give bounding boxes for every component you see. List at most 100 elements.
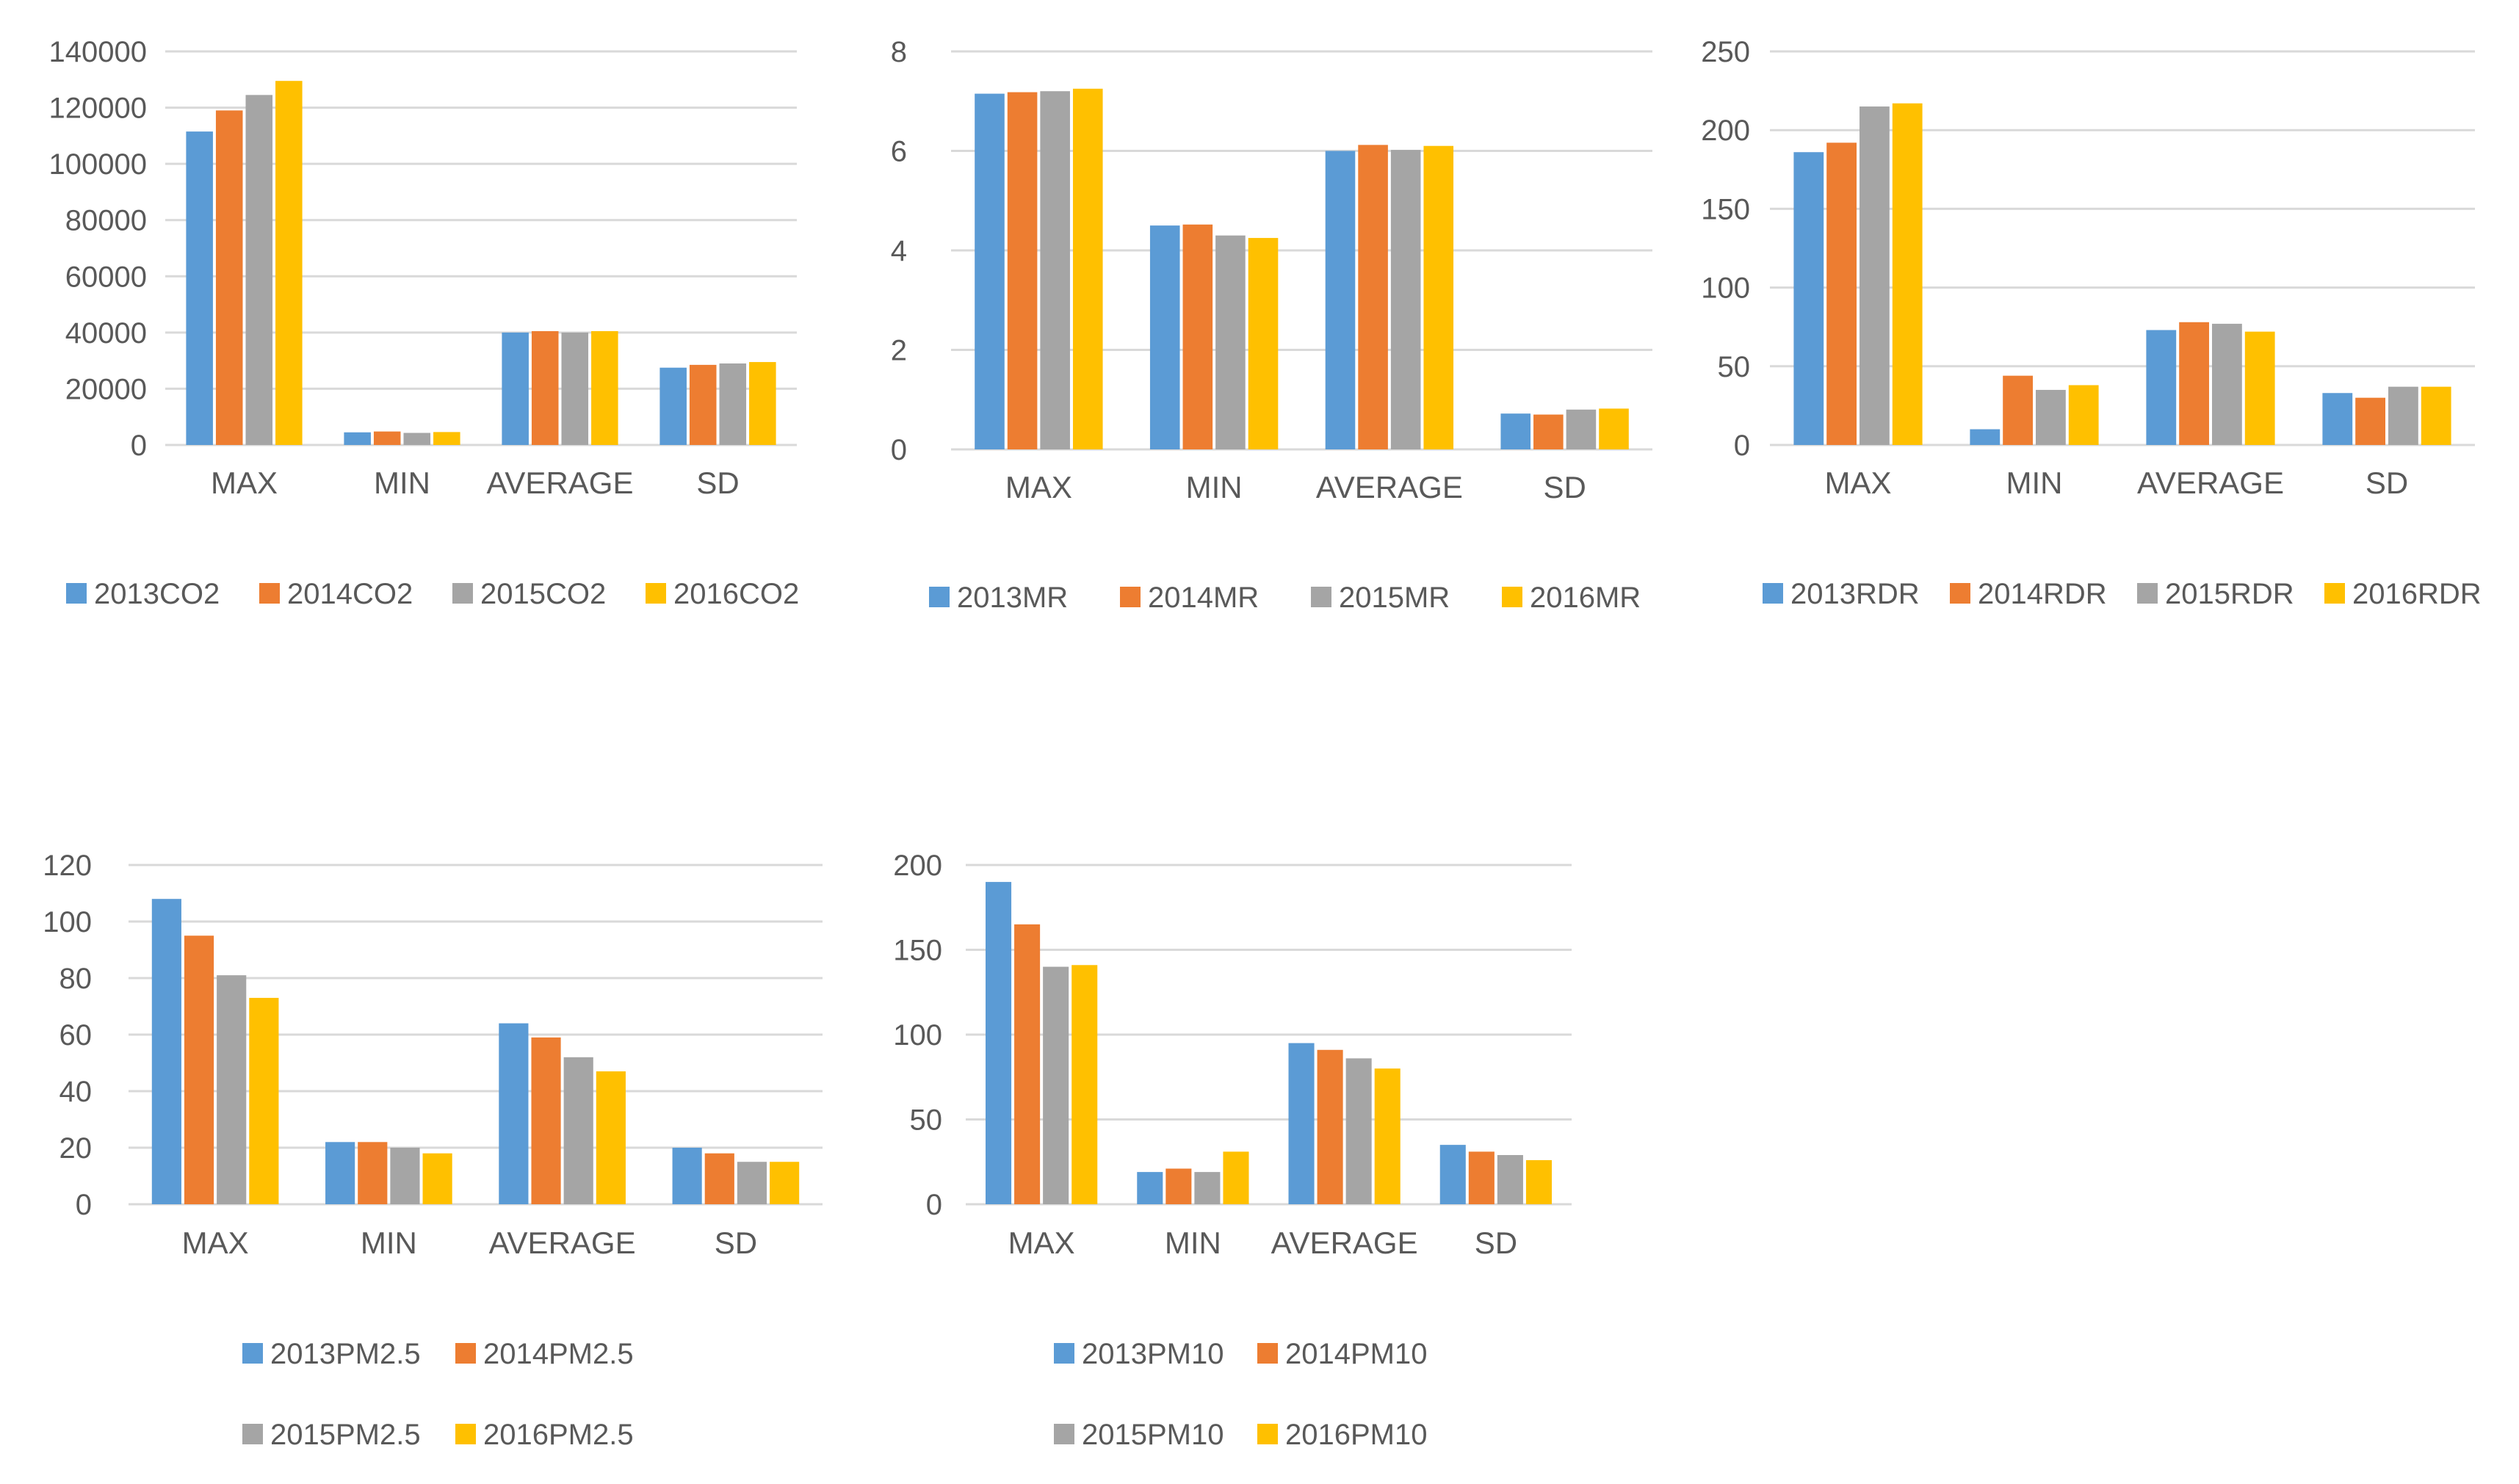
y-tick-label: 80000: [65, 205, 147, 237]
category-label: MAX: [1824, 466, 1891, 500]
y-tick-label: 100: [1701, 272, 1750, 305]
legend-label: 2014PM10: [1285, 1338, 1427, 1370]
bar-2016rdr-max: [1892, 103, 1923, 445]
legend-label: 2014CO2: [287, 578, 413, 610]
y-tick-label: 50: [910, 1104, 943, 1137]
bar-2016mr-min: [1248, 238, 1279, 449]
bar-2016co2-min: [433, 432, 460, 445]
y-tick-label: 100: [893, 1019, 942, 1052]
bar-2014pm25-average: [531, 1037, 561, 1204]
y-tick-label: 40000: [65, 317, 147, 350]
y-tick-label: 150: [1701, 193, 1750, 225]
bar-2013pm25-sd: [672, 1148, 702, 1204]
legend-label: 2015CO2: [480, 578, 606, 610]
y-tick-label: 50: [1718, 351, 1751, 383]
y-tick-label: 150: [893, 935, 942, 967]
category-label: MIN: [374, 466, 430, 500]
y-tick-label: 60: [59, 1019, 93, 1052]
y-tick-label: 200: [893, 850, 942, 882]
bar-2015pm25-sd: [737, 1162, 767, 1204]
category-label: SD: [1543, 470, 1586, 504]
legend-swatch: [929, 587, 950, 607]
legend-swatch: [1950, 583, 1970, 604]
bar-2013co2-sd: [659, 367, 687, 445]
chart-5: 0 50 100 150 200 MAX MIN AVERAGE SD 2013PM10 2014P…: [893, 850, 1572, 1451]
y-tick-label: 120: [43, 850, 92, 882]
legend-label: 2013PM2.5: [270, 1338, 421, 1370]
bar-2016co2-average: [591, 330, 618, 445]
bar-2013co2-min: [344, 432, 371, 445]
bar-2013pm25-max: [151, 899, 181, 1204]
legend-label: 2016PM10: [1285, 1419, 1427, 1451]
bar-2015pm10-max: [1043, 966, 1069, 1204]
legend-swatch: [1311, 587, 1331, 607]
category-label: AVERAGE: [1271, 1226, 1418, 1260]
bar-2015pm25-min: [390, 1148, 420, 1204]
bar-2016rdr-min: [2068, 385, 2099, 445]
bar-2013pm10-max: [986, 882, 1012, 1204]
bar-2014mr-min: [1182, 224, 1213, 449]
bar-2014mr-max: [1007, 92, 1038, 450]
bar-2013co2-average: [502, 332, 529, 445]
bar-2013co2-max: [186, 131, 213, 445]
bar-2016pm25-average: [596, 1071, 626, 1204]
category-label: SD: [696, 466, 739, 500]
bar-2016pm10-sd: [1525, 1159, 1552, 1204]
bar-2016pm10-min: [1223, 1151, 1249, 1204]
bar-2015co2-min: [403, 432, 431, 445]
y-tick-label: 80: [59, 963, 93, 995]
chart-3: 0 50 100 150 200 250 MAX MIN AVERAGE SD 2013RDR 201…: [1701, 36, 2481, 610]
legend-label: 2016RDR: [2352, 578, 2482, 610]
y-tick-label: 0: [1734, 430, 1750, 462]
y-tick-label: 250: [1701, 36, 1750, 68]
bar-2013mr-average: [1325, 151, 1356, 449]
bar-2014co2-average: [531, 330, 559, 445]
y-tick-label: 200: [1701, 115, 1750, 147]
bar-2015co2-sd: [719, 363, 747, 445]
bar-2013mr-min: [1149, 225, 1180, 449]
y-tick-label: 0: [926, 1189, 942, 1221]
legend-label: 2016MR: [1530, 582, 1641, 614]
category-label: MAX: [182, 1226, 249, 1260]
category-label: MIN: [1186, 470, 1243, 504]
bar-2016pm10-max: [1071, 965, 1098, 1204]
bar-2014co2-sd: [689, 364, 717, 445]
legend-swatch: [66, 583, 87, 604]
bar-2013pm10-sd: [1439, 1145, 1466, 1204]
bar-2013pm25-average: [499, 1023, 529, 1204]
legend-swatch: [1257, 1424, 1278, 1444]
legend-label: 2016CO2: [673, 578, 799, 610]
category-label: MIN: [1165, 1226, 1221, 1260]
bar-2015pm25-average: [563, 1057, 593, 1204]
legend-swatch: [1054, 1343, 1074, 1364]
chart-1: 0 20000 40000 60000 80000 100000 120000 140000 M…: [49, 36, 800, 610]
bar-2014pm10-min: [1165, 1168, 1192, 1204]
bar-2013mr-max: [975, 93, 1005, 450]
category-label: SD: [2366, 466, 2408, 500]
legend-label: 2014RDR: [1978, 578, 2107, 610]
y-tick-label: 20: [59, 1132, 93, 1165]
legend-swatch: [455, 1343, 476, 1364]
bar-2014pm25-max: [184, 935, 214, 1204]
legend-swatch: [455, 1424, 476, 1444]
legend-swatch: [1257, 1343, 1278, 1364]
bar-2015rdr-max: [1860, 106, 1890, 446]
bar-2014pm10-max: [1014, 924, 1041, 1204]
legend-swatch: [242, 1343, 263, 1364]
bar-2014pm10-sd: [1468, 1151, 1495, 1204]
bar-2015pm25-max: [217, 975, 247, 1204]
legend-swatch: [646, 583, 666, 604]
bar-2016pm25-sd: [770, 1162, 800, 1204]
y-tick-label: 100000: [49, 148, 147, 181]
bar-2013rdr-min: [1970, 429, 2001, 445]
legend-label: 2013PM10: [1082, 1338, 1224, 1370]
bar-2015pm10-average: [1345, 1058, 1372, 1204]
bar-2016rdr-average: [2244, 331, 2275, 445]
bar-2016pm10-average: [1374, 1068, 1401, 1204]
legend-label: 2014PM2.5: [483, 1338, 634, 1370]
bar-2015mr-min: [1215, 235, 1246, 449]
bar-2013rdr-max: [1793, 152, 1824, 445]
bar-2014co2-max: [215, 110, 243, 445]
bar-2014rdr-min: [2003, 375, 2033, 445]
legend-swatch: [242, 1424, 263, 1444]
